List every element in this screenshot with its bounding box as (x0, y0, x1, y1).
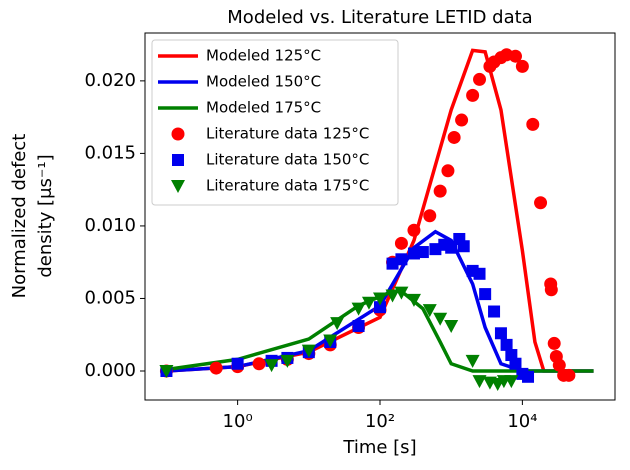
legend-label: Modeled 175°C (206, 99, 321, 117)
y-tick-label: 0.000 (84, 360, 136, 381)
marker (500, 338, 513, 351)
legend-label: Literature data 125°C (206, 125, 369, 143)
marker (433, 184, 447, 198)
y-tick-label: 0.020 (84, 70, 136, 91)
marker (473, 72, 487, 86)
marker (509, 357, 522, 370)
x-tick-label: 10⁰ (223, 411, 253, 432)
marker (552, 358, 566, 372)
marker (494, 327, 507, 340)
plot-area (159, 48, 594, 392)
legend-label: Literature data 150°C (206, 151, 369, 169)
marker (544, 283, 558, 297)
x-axis-label: Time [s] (342, 437, 416, 458)
marker (264, 359, 279, 373)
marker (209, 361, 223, 375)
marker (423, 209, 437, 223)
marker (323, 334, 338, 348)
marker (351, 302, 366, 316)
marker (252, 357, 266, 371)
marker (444, 320, 459, 334)
marker (466, 88, 480, 102)
marker (472, 375, 487, 389)
marker (361, 296, 376, 310)
marker (547, 336, 561, 350)
marker (422, 304, 437, 318)
legend-swatch (171, 127, 185, 141)
marker (373, 292, 387, 306)
marker (433, 312, 448, 326)
marker (504, 375, 519, 389)
marker (455, 113, 469, 127)
marker (522, 370, 535, 383)
marker (488, 305, 501, 318)
marker (473, 267, 486, 280)
marker (374, 301, 386, 314)
legend-swatch (171, 180, 185, 193)
marker (457, 240, 470, 253)
legend-label: Modeled 150°C (206, 73, 321, 91)
marker (534, 196, 548, 210)
x-tick-label: 10⁴ (507, 411, 537, 432)
marker (526, 117, 540, 131)
marker (465, 354, 480, 368)
marker (407, 223, 421, 237)
y-tick-label: 0.010 (84, 215, 136, 236)
marker (159, 364, 174, 378)
marker (447, 130, 461, 144)
legend-label: Literature data 175°C (206, 177, 369, 195)
y-axis-label: density [μs⁻¹] (35, 154, 56, 277)
marker (416, 246, 429, 259)
legend: Modeled 125°C Modeled 150°C Modeled 175°C L… (151, 39, 399, 206)
marker (479, 288, 492, 301)
marker (394, 286, 409, 300)
marker (406, 293, 421, 307)
legend-label: Modeled 125°C (206, 47, 321, 65)
plot-frame (144, 32, 616, 401)
marker (301, 344, 316, 358)
y-tick-label: 0.015 (84, 142, 136, 163)
legend-box (151, 39, 399, 206)
x-tick-label: 10² (365, 411, 395, 432)
marker (352, 320, 365, 333)
marker (330, 317, 345, 331)
chart-title: Modeled vs. Literature LETID data (227, 7, 532, 28)
marker (508, 49, 522, 63)
legend-swatch (172, 154, 184, 166)
marker (395, 253, 408, 266)
marker (385, 289, 400, 303)
marker (280, 354, 295, 368)
y-tick-label: 0.005 (84, 287, 136, 308)
y-axis-label: Normalized defect (9, 134, 30, 299)
line-series (166, 229, 594, 373)
marker (515, 59, 529, 73)
marker (231, 357, 244, 370)
marker (562, 368, 576, 382)
marker (441, 164, 455, 178)
marker (394, 236, 408, 250)
